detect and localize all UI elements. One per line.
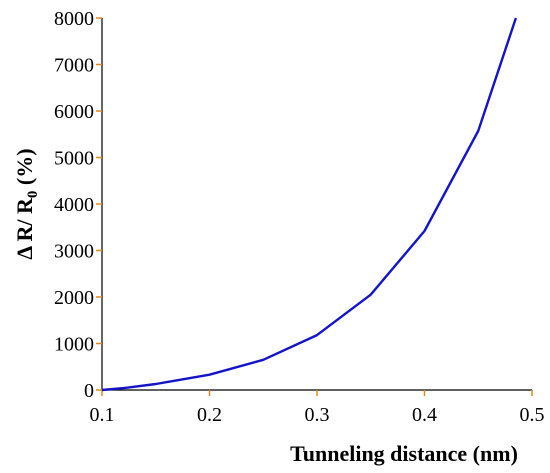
y-tick-label: 7000: [54, 55, 94, 77]
x-tick-label: 0.3: [305, 404, 330, 426]
x-tick-label: 0.1: [90, 404, 115, 426]
y-tick-label: 6000: [54, 101, 94, 123]
x-axis-title: Tunneling distance (nm): [290, 441, 518, 466]
y-tick-label: 2000: [54, 287, 94, 309]
y-tick-label: 1000: [54, 334, 94, 356]
x-tick-label: 0.4: [412, 404, 437, 426]
y-axis-title-main: Δ R/ R: [12, 197, 37, 260]
x-axis-ticks: 0.1 0.2 0.3 0.4 0.5: [90, 390, 545, 426]
x-tick-label: 0.5: [520, 404, 545, 426]
y-axis-title-tail: (%): [12, 148, 37, 190]
y-tick-label: 3000: [54, 241, 94, 263]
x-tick-label: 0.2: [197, 404, 222, 426]
y-axis-title-subscript: 0: [25, 191, 41, 199]
series-line: [101, 17, 518, 392]
y-axis-title: Δ R/ R0 (%): [12, 148, 41, 259]
y-tick-label: 0: [84, 380, 94, 402]
series-layer: [101, 17, 518, 392]
y-tick-label: 8000: [54, 8, 94, 30]
y-axis-ticks: 0 1000 2000 3000 4000 5000 6000 7000 8000: [54, 8, 102, 402]
y-tick-label: 5000: [54, 148, 94, 170]
y-tick-label: 4000: [54, 194, 94, 216]
